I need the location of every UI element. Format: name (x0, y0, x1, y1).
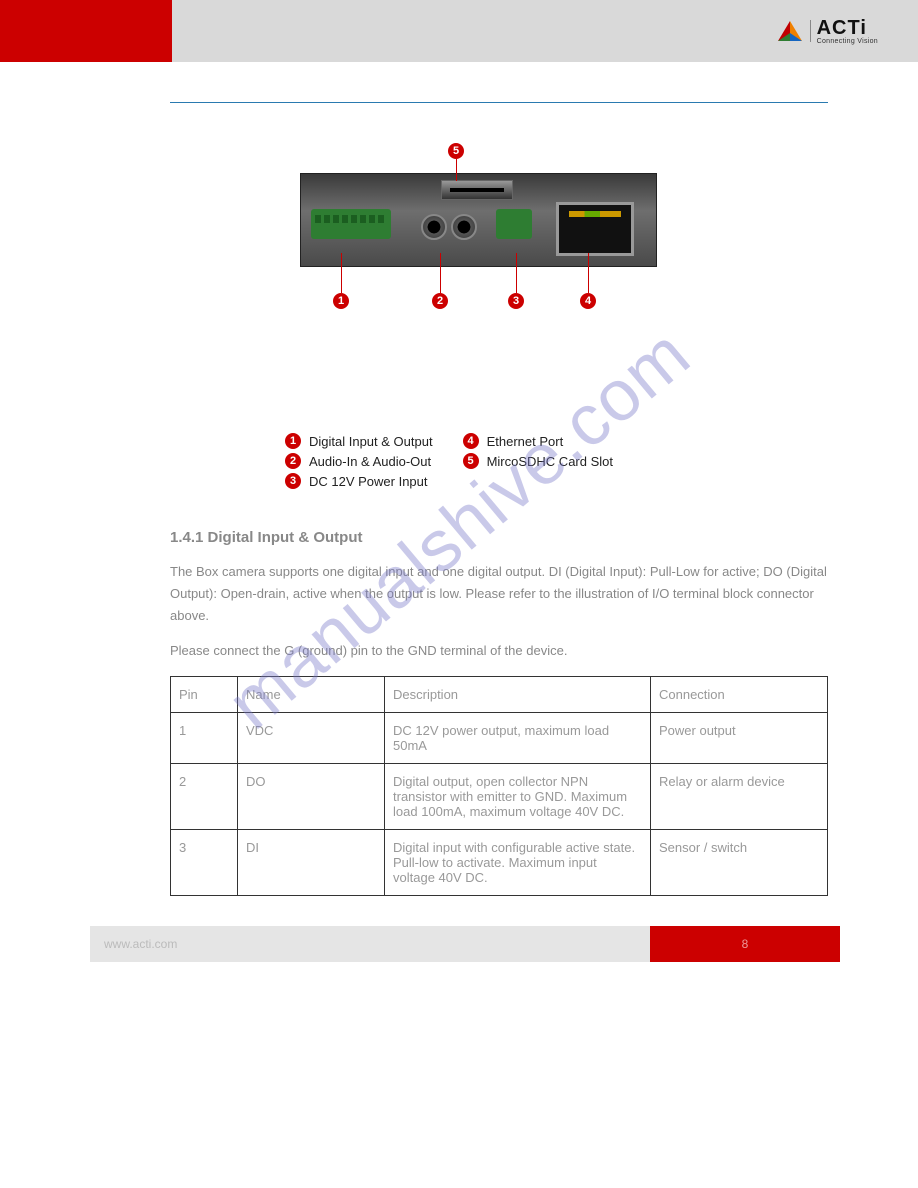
cell-name: DI (238, 830, 385, 896)
th-desc: Description (385, 677, 651, 713)
lead-2 (440, 253, 441, 293)
callout-4: 4 (580, 293, 596, 309)
table-row: 2 DO Digital output, open collector NPN … (171, 764, 828, 830)
device-rear-panel (300, 173, 657, 267)
legend-item-1: 1Digital Input & Output (285, 433, 433, 449)
legend-label: Digital Input & Output (309, 434, 433, 449)
callout-2: 2 (432, 293, 448, 309)
brand-logo: ACTi Connecting Vision (776, 18, 878, 45)
legend-label: MircoSDHC Card Slot (487, 454, 613, 469)
audio-in-jack (421, 214, 447, 240)
diagram-legend: 1Digital Input & Output 2Audio-In & Audi… (285, 433, 828, 489)
section-title: 1.4.1 Digital Input & Output (170, 529, 828, 546)
page-number: 8 (742, 937, 749, 951)
cell-desc: Digital input with configurable active s… (385, 830, 651, 896)
cell-pin: 2 (171, 764, 238, 830)
page-footer: www.acti.com 8 (0, 926, 918, 962)
legend-item-3: 3DC 12V Power Input (285, 473, 433, 489)
lead-4 (588, 253, 589, 293)
acti-logo-icon (776, 19, 804, 43)
cell-desc: Digital output, open collector NPN trans… (385, 764, 651, 830)
callout-1: 1 (333, 293, 349, 309)
brand-name: ACTi (817, 18, 878, 38)
section-paragraph-1: The Box camera supports one digital inpu… (170, 561, 828, 627)
lead-5 (456, 159, 457, 181)
th-conn: Connection (651, 677, 828, 713)
logo-divider (810, 20, 811, 42)
legend-label: DC 12V Power Input (309, 474, 428, 489)
section-paragraph-2: Please connect the G (ground) pin to the… (170, 640, 828, 662)
legend-item-5: 5MircoSDHC Card Slot (463, 453, 613, 469)
cell-conn: Sensor / switch (651, 830, 828, 896)
th-name: Name (238, 677, 385, 713)
cell-pin: 3 (171, 830, 238, 896)
microsd-slot (441, 180, 513, 200)
table-row: 1 VDC DC 12V power output, maximum load … (171, 713, 828, 764)
table-row: 3 DI Digital input with configurable act… (171, 830, 828, 896)
footer-left: www.acti.com (90, 926, 650, 962)
header-bar: ACTi Connecting Vision (0, 0, 918, 62)
cell-name: VDC (238, 713, 385, 764)
pin-spec-table: Pin Name Description Connection 1 VDC DC… (170, 676, 828, 896)
brand-tagline: Connecting Vision (817, 38, 878, 45)
legend-item-2: 2Audio-In & Audio-Out (285, 453, 433, 469)
cell-name: DO (238, 764, 385, 830)
legend-label: Audio-In & Audio-Out (309, 454, 431, 469)
th-pin: Pin (171, 677, 238, 713)
ethernet-port (556, 202, 634, 256)
legend-label: Ethernet Port (487, 434, 564, 449)
lead-1 (341, 253, 342, 293)
cell-conn: Relay or alarm device (651, 764, 828, 830)
cell-desc: DC 12V power output, maximum load 50mA (385, 713, 651, 764)
section-rule (170, 102, 828, 103)
footer-url: www.acti.com (104, 937, 177, 951)
callout-5: 5 (448, 143, 464, 159)
cell-conn: Power output (651, 713, 828, 764)
footer-page-number: 8 (650, 926, 840, 962)
legend-item-4: 4Ethernet Port (463, 433, 613, 449)
audio-out-jack (451, 214, 477, 240)
header-accent (0, 0, 172, 62)
cell-pin: 1 (171, 713, 238, 764)
dio-terminal-block (311, 209, 391, 239)
page-body: manualshive.com 1 2 3 4 5 1Digital Input… (0, 62, 918, 896)
rear-panel-diagram: 1 2 3 4 5 (200, 133, 760, 433)
header-gray: ACTi Connecting Vision (172, 0, 918, 62)
callout-3: 3 (508, 293, 524, 309)
lead-3 (516, 253, 517, 293)
power-terminal-block (496, 209, 532, 239)
